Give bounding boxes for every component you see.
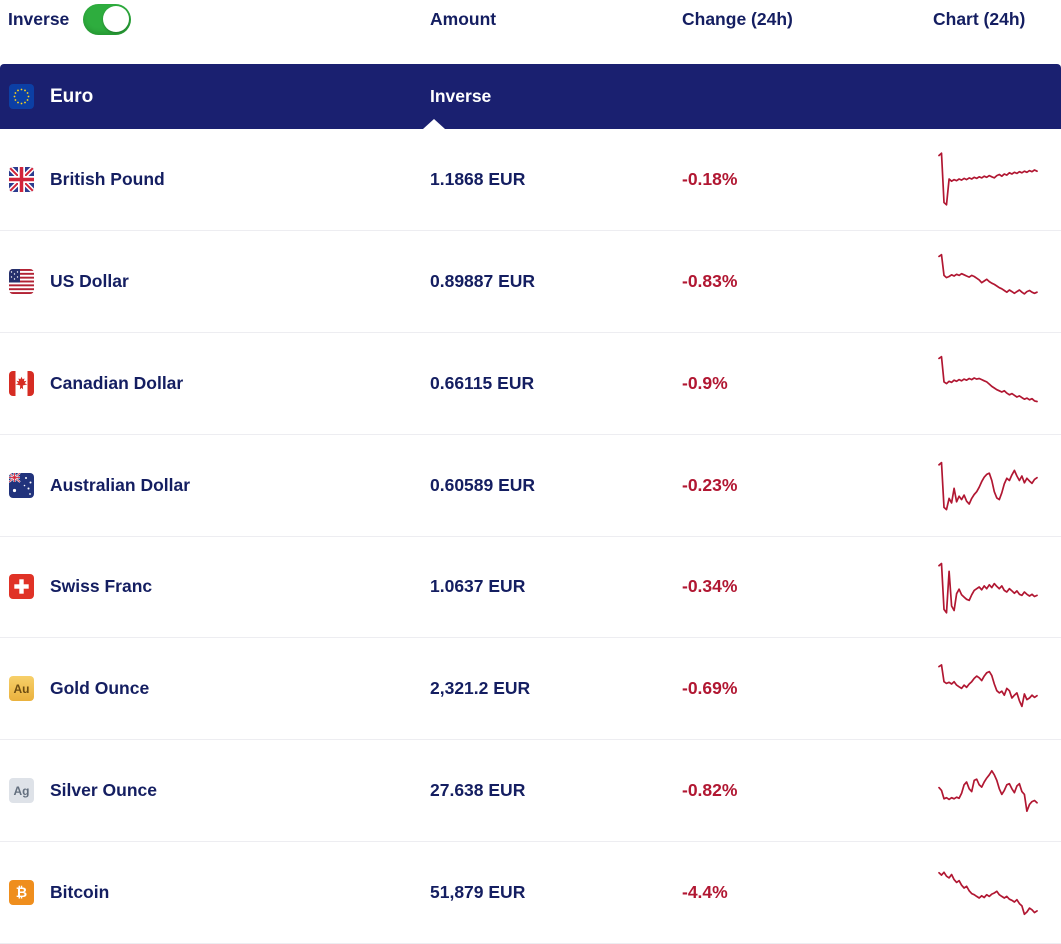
sparkline-chart xyxy=(933,555,1061,619)
australia-flag-icon xyxy=(9,472,34,498)
change-value: -4.4% xyxy=(682,882,728,903)
table-header: Inverse Amount Change (24h) Chart (24h) xyxy=(0,0,1061,64)
column-header-change: Change (24h) xyxy=(682,9,793,29)
row-bitcoin[interactable]: ₿ Bitcoin 51,879 EUR -4.4% xyxy=(0,842,1061,944)
row-silver-ounce[interactable]: Ag Silver Ounce 27.638 EUR -0.82% xyxy=(0,740,1061,843)
amount-value: 0.89887 EUR xyxy=(430,270,536,291)
switzerland-flag-icon xyxy=(9,574,34,600)
row-canadian-dollar[interactable]: Canadian Dollar 0.66115 EUR -0.9% xyxy=(0,333,1061,435)
change-value: -0.83% xyxy=(682,270,738,291)
gold-au-badge-icon: Au xyxy=(9,676,34,702)
currency-name: Silver Ounce xyxy=(50,780,157,801)
us-flag-icon xyxy=(9,268,34,294)
currency-name: Australian Dollar xyxy=(50,474,191,495)
change-value: -0.9% xyxy=(682,372,728,393)
base-currency-name: Euro xyxy=(50,85,94,107)
change-value: -0.82% xyxy=(682,780,738,801)
change-value: -0.69% xyxy=(682,678,738,699)
currency-name-cell: Swiss Franc xyxy=(0,574,430,600)
silver-ag-badge-icon: Ag xyxy=(9,778,34,804)
bitcoin-badge-icon: ₿ xyxy=(9,880,34,906)
column-header-chart: Chart (24h) xyxy=(933,9,1026,29)
currency-name-cell: Ag Silver Ounce xyxy=(0,778,430,804)
currency-name-cell: Australian Dollar xyxy=(0,472,430,498)
inverse-toggle-group: Inverse xyxy=(0,2,430,36)
currency-name-cell: US Dollar xyxy=(0,268,430,294)
sparkline-chart xyxy=(933,453,1061,517)
currency-name: Bitcoin xyxy=(50,882,110,903)
sparkline-chart xyxy=(933,861,1061,925)
amount-value: 27.638 EUR xyxy=(430,780,526,801)
amount-value: 51,879 EUR xyxy=(430,882,526,903)
currency-name: Canadian Dollar xyxy=(50,372,184,393)
amount-value: 0.60589 EUR xyxy=(430,474,536,495)
base-currency-cell: Euro xyxy=(0,84,430,109)
currency-name: British Pound xyxy=(50,168,165,189)
sparkline-chart xyxy=(933,351,1061,415)
change-value: -0.18% xyxy=(682,168,738,189)
inverse-toggle-knob[interactable] xyxy=(102,6,129,32)
row-australian-dollar[interactable]: Australian Dollar 0.60589 EUR -0.23% xyxy=(0,435,1061,537)
column-header-amount: Amount xyxy=(430,9,497,29)
inverse-toggle[interactable] xyxy=(83,3,132,35)
amount-value: 1.1868 EUR xyxy=(430,168,526,189)
uk-flag-icon xyxy=(9,166,34,192)
sparkline-chart xyxy=(933,657,1061,721)
rates-table-body: British Pound 1.1868 EUR -0.18% xyxy=(0,129,1061,944)
change-value: -0.34% xyxy=(682,576,738,597)
currency-name-cell: Au Gold Ounce xyxy=(0,676,430,702)
sparkline-chart xyxy=(933,249,1061,313)
row-us-dollar[interactable]: US Dollar 0.89887 EUR -0.83% xyxy=(0,231,1061,333)
active-column-caret xyxy=(423,119,445,129)
currency-name: Gold Ounce xyxy=(50,678,150,699)
row-swiss-franc[interactable]: Swiss Franc 1.0637 EUR -0.34% xyxy=(0,537,1061,639)
amount-value: 2,321.2 EUR xyxy=(430,678,531,699)
eu-flag-icon xyxy=(9,84,34,109)
currency-name: Swiss Franc xyxy=(50,576,153,597)
sparkline-chart xyxy=(933,147,1061,211)
amount-value: 1.0637 EUR xyxy=(430,576,526,597)
canada-flag-icon xyxy=(9,370,34,396)
base-currency-banner: Euro Inverse xyxy=(0,64,1061,129)
currency-name-cell: Canadian Dollar xyxy=(0,370,430,396)
currency-name-cell: ₿ Bitcoin xyxy=(0,880,430,906)
change-value: -0.23% xyxy=(682,474,738,495)
sparkline-chart xyxy=(933,759,1061,823)
row-british-pound[interactable]: British Pound 1.1868 EUR -0.18% xyxy=(0,129,1061,231)
inverse-toggle-label: Inverse xyxy=(8,8,70,29)
row-gold-ounce[interactable]: Au Gold Ounce 2,321.2 EUR -0.69% xyxy=(0,638,1061,741)
amount-value: 0.66115 EUR xyxy=(430,372,535,393)
currency-name-cell: British Pound xyxy=(0,166,430,192)
base-currency-mode-label: Inverse xyxy=(430,86,492,106)
currency-name: US Dollar xyxy=(50,270,129,291)
